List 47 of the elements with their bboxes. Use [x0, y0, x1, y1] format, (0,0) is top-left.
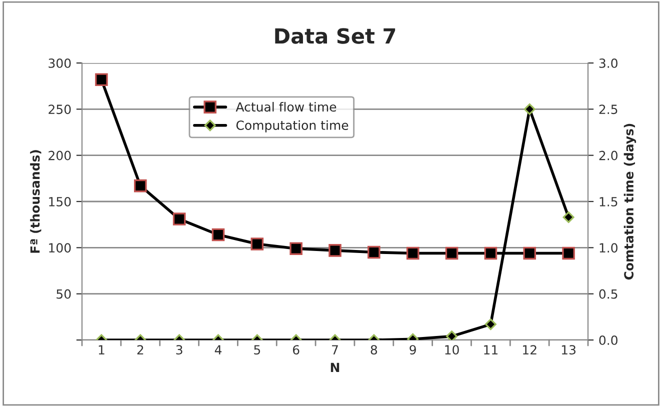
y-tick-label: 150 [49, 196, 71, 206]
y-tick-label: 100 [49, 243, 71, 253]
y2-axis-title: Comtation time (days) [624, 124, 636, 280]
point [484, 246, 498, 260]
point [562, 211, 574, 223]
point [212, 228, 225, 242]
x-tick-label: 2 [137, 345, 144, 354]
y2-tick-label: 3.0 [599, 58, 618, 68]
x-tick-label: 9 [410, 345, 416, 355]
x-tick-label: 8 [370, 345, 378, 355]
x-tick-label: 13 [562, 345, 576, 355]
y-tick-label: 200 [48, 150, 71, 160]
x-tick-label: 6 [292, 345, 300, 355]
y2-tick-label: 0.0 [599, 335, 618, 345]
y-tick-label: 50 [56, 289, 71, 299]
chart-title: Data Set 7 [275, 28, 396, 44]
x-tick-label: 7 [332, 345, 338, 354]
x-tick-label: 11 [484, 345, 498, 354]
point [523, 246, 536, 260]
point [524, 103, 536, 115]
y2-tick-label: 2.5 [599, 104, 618, 114]
x-tick-label: 12 [523, 345, 536, 354]
point [250, 238, 264, 250]
y2-tick-label: 2.0 [599, 150, 618, 160]
point [290, 242, 302, 255]
point [562, 246, 575, 260]
legend-label: Computation time [236, 120, 348, 132]
x-axis-title: N [330, 362, 340, 372]
x-tick-label: 3 [176, 345, 182, 355]
y2-tick-label: 0.5 [599, 289, 618, 299]
y2-tick-label: 1.5 [600, 197, 618, 206]
x-tick-label: 1 [98, 345, 104, 354]
point [368, 246, 380, 259]
point [95, 73, 108, 86]
x-tick-label: 10 [445, 345, 459, 355]
x-tick-label: 4 [214, 345, 222, 354]
y2-tick-label: 1.0 [600, 243, 618, 253]
point [406, 246, 420, 260]
point [134, 179, 147, 192]
y-tick-label: 300 [48, 58, 71, 68]
y-tick-label: 250 [48, 104, 71, 114]
y-axis-title: Fª (thousands) [30, 150, 42, 253]
point [328, 244, 342, 257]
point [172, 212, 186, 226]
point [445, 246, 458, 260]
x-tick-label: 5 [254, 345, 260, 355]
legend-label: Actual flow time [236, 102, 336, 112]
